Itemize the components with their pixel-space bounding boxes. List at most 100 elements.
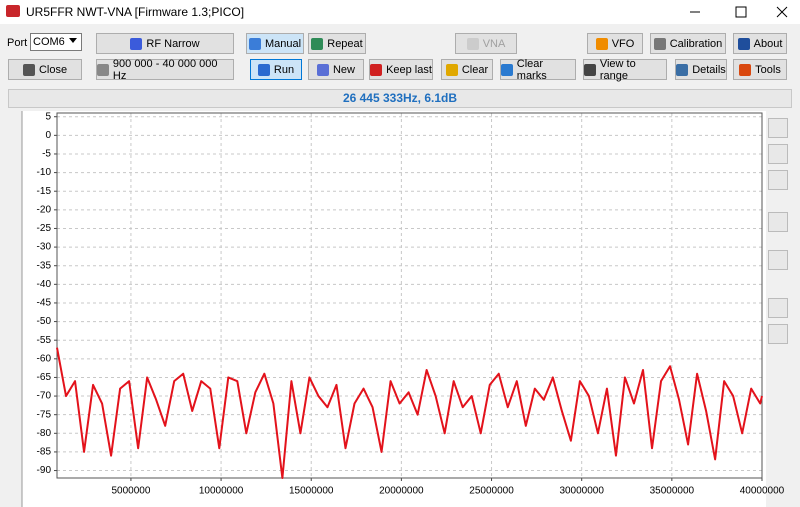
toolbar-button[interactable]: About <box>733 33 787 54</box>
status-bar: 26 445 333Hz, 6.1dB <box>8 89 792 108</box>
button-label: Run <box>273 63 295 76</box>
button-icon <box>584 63 596 76</box>
x-tick-label: 40000000 <box>740 486 785 497</box>
button-icon <box>248 37 261 50</box>
button-label: New <box>332 63 355 76</box>
button-label: Repeat <box>327 37 363 50</box>
copy-button[interactable] <box>768 298 788 318</box>
toolbar-button[interactable]: Close <box>8 59 82 80</box>
y-tick-label: 5 <box>45 111 51 122</box>
trace-line <box>56 347 763 479</box>
toolbar-button[interactable]: VFO <box>587 33 643 54</box>
x-tick-label: 35000000 <box>650 486 695 497</box>
button-label: 900 000 - 40 000 000 Hz <box>112 57 218 82</box>
app-icon <box>6 5 20 17</box>
button-label: VFO <box>611 37 635 50</box>
toolbar-button[interactable]: Manual <box>246 33 304 54</box>
button-icon <box>130 37 143 50</box>
y-tick-label: -65 <box>37 372 52 383</box>
button-icon <box>466 37 479 50</box>
x-tick-label: 25000000 <box>469 486 514 497</box>
button-label: View to range <box>599 57 636 82</box>
screenshot-button[interactable] <box>768 250 788 270</box>
toolbar-button[interactable]: 900 000 - 40 000 000 Hz <box>96 57 234 82</box>
print-button[interactable] <box>768 324 788 344</box>
button-icon <box>501 63 513 76</box>
y-tick-label: -25 <box>37 223 52 234</box>
button-icon <box>595 37 608 50</box>
x-tick-label: 10000000 <box>199 486 244 497</box>
y-tick-label: -80 <box>37 428 52 439</box>
button-label: Keep last <box>386 63 432 76</box>
x-tick-label: 5000000 <box>111 486 150 497</box>
button-icon <box>370 63 383 76</box>
toolbar-button[interactable]: RF Narrow <box>96 33 234 54</box>
y-tick-label: -90 <box>37 465 52 476</box>
button-icon <box>445 63 458 76</box>
button-icon <box>653 37 666 50</box>
y-tick-label: -20 <box>37 204 52 215</box>
toolbar-button[interactable]: Clear marks <box>500 57 576 82</box>
chart-settings-button[interactable] <box>768 212 788 232</box>
x-tick-label: 30000000 <box>559 486 604 497</box>
fit-button[interactable] <box>768 144 788 164</box>
button-label: Close <box>38 63 68 76</box>
y-tick-label: 0 <box>45 130 51 141</box>
toolbar-button[interactable]: Run <box>250 59 302 80</box>
button-icon <box>737 37 750 50</box>
status-text: 26 445 333Hz, 6.1dB <box>342 91 458 105</box>
button-icon <box>739 63 752 76</box>
plot-frame <box>56 112 763 479</box>
toolbar-button[interactable]: Details <box>675 59 727 80</box>
y-tick-label: -50 <box>37 316 52 327</box>
toolbar-button[interactable]: Tools <box>733 59 787 80</box>
button-icon <box>257 63 270 76</box>
port-select[interactable]: COM6 <box>30 33 82 51</box>
button-icon <box>97 63 109 76</box>
y-tick-label: -75 <box>37 409 52 420</box>
button-icon <box>311 37 324 50</box>
toolbar-button[interactable]: Keep last <box>369 59 433 80</box>
button-label: Manual <box>264 37 302 50</box>
y-tick-label: -10 <box>37 167 52 178</box>
x-tick-label: 15000000 <box>289 486 334 497</box>
y-tick-label: -15 <box>37 186 52 197</box>
toolbar-button[interactable]: VNA <box>455 33 517 54</box>
y-tick-label: -55 <box>37 335 52 346</box>
button-icon <box>316 63 329 76</box>
button-label: VNA <box>482 37 506 50</box>
y-tick-label: -45 <box>37 298 52 309</box>
toolbar-button[interactable]: New <box>308 59 364 80</box>
y-tick-label: -70 <box>37 391 52 402</box>
y-tick-label: -30 <box>37 242 52 253</box>
button-icon <box>22 63 35 76</box>
vertical-fit-button[interactable] <box>768 170 788 190</box>
port-value: COM6 <box>33 36 65 48</box>
window-controls[interactable] <box>680 0 800 24</box>
button-label: Tools <box>755 63 781 76</box>
x-tick-label: 20000000 <box>379 486 424 497</box>
y-tick-label: -85 <box>37 447 52 458</box>
y-tick-label: -35 <box>37 260 52 271</box>
y-tick-label: -60 <box>37 353 52 364</box>
chart: 5 0 -5 -10 -15 -20 -25 -30 -35 -40 -45 -50 -55 -60 -65… <box>21 111 785 507</box>
window-title: UR5FFR NWT-VNA [Firmware 1.3;PICO] <box>26 5 245 19</box>
y-tick-label: -40 <box>37 279 52 290</box>
button-label: Clear marks <box>516 57 547 82</box>
button-icon <box>676 63 689 76</box>
zoom-button[interactable] <box>768 118 788 138</box>
button-label: Details <box>692 63 726 76</box>
toolbar-button[interactable]: Clear <box>441 59 493 80</box>
chart-panel <box>22 111 766 507</box>
button-label: Calibration <box>669 37 723 50</box>
toolbar-button[interactable]: Repeat <box>308 33 366 54</box>
button-label: Clear <box>461 63 489 76</box>
dropdown-arrow <box>69 38 77 43</box>
toolbar-button[interactable]: Calibration <box>650 33 726 54</box>
title-bar: UR5FFR NWT-VNA [Firmware 1.3;PICO] <box>0 0 800 24</box>
port-label: Port <box>7 37 28 49</box>
toolbar-button[interactable]: View to range <box>583 57 667 82</box>
button-label: RF Narrow <box>146 37 200 50</box>
button-label: About <box>753 37 783 50</box>
